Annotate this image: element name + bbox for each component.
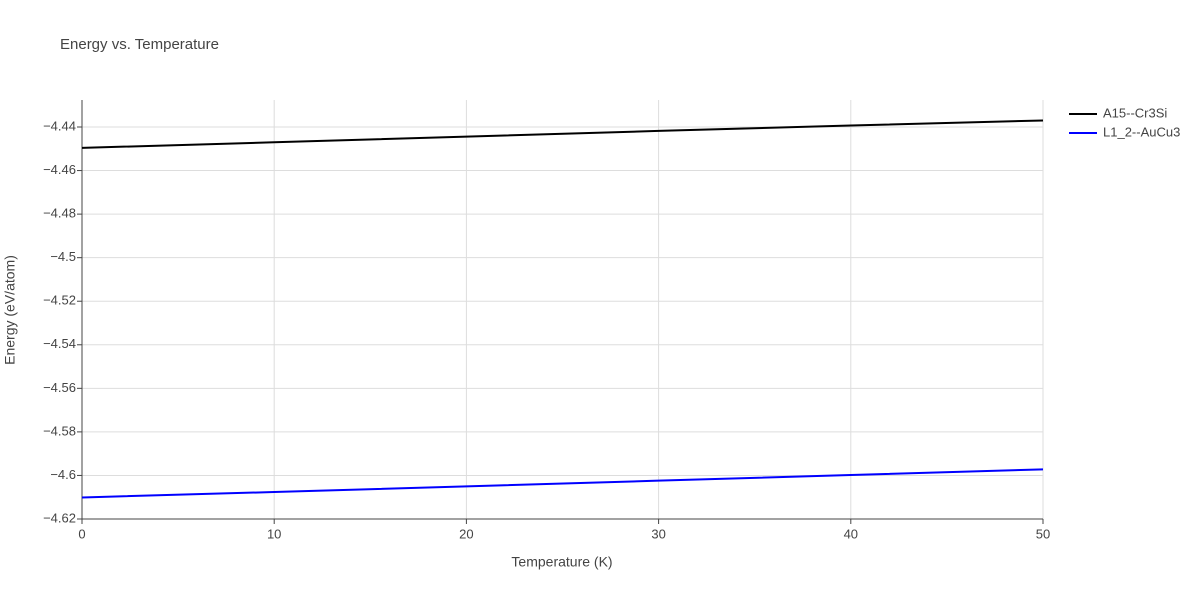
y-axis-label: Energy (eV/atom) (2, 255, 18, 365)
y-tick-label: −4.52 (43, 293, 76, 308)
x-tick-label: 20 (459, 526, 473, 541)
x-tick-label: 50 (1036, 526, 1050, 541)
legend-label: A15--Cr3Si (1103, 105, 1167, 120)
y-tick-label: −4.46 (43, 162, 76, 177)
y-tick-label: −4.44 (43, 118, 76, 133)
y-tick-label: −4.58 (43, 423, 76, 438)
legend-label: L1_2--AuCu3 (1103, 124, 1180, 139)
chart-title: Energy vs. Temperature (60, 36, 219, 53)
y-tick-label: −4.48 (43, 206, 76, 221)
series-line (81, 468, 1044, 499)
x-tick-label: 0 (78, 526, 85, 541)
y-tick-label: −4.54 (43, 336, 76, 351)
x-axis-label: Temperature (K) (511, 554, 612, 570)
series-line (81, 119, 1044, 149)
y-tick-label: −4.5 (50, 249, 76, 264)
y-tick-label: −4.62 (43, 510, 76, 525)
y-tick-label: −4.6 (50, 467, 76, 482)
x-tick-label: 30 (651, 526, 665, 541)
x-tick-label: 10 (267, 526, 281, 541)
y-tick-label: −4.56 (43, 380, 76, 395)
x-tick-label: 40 (844, 526, 858, 541)
